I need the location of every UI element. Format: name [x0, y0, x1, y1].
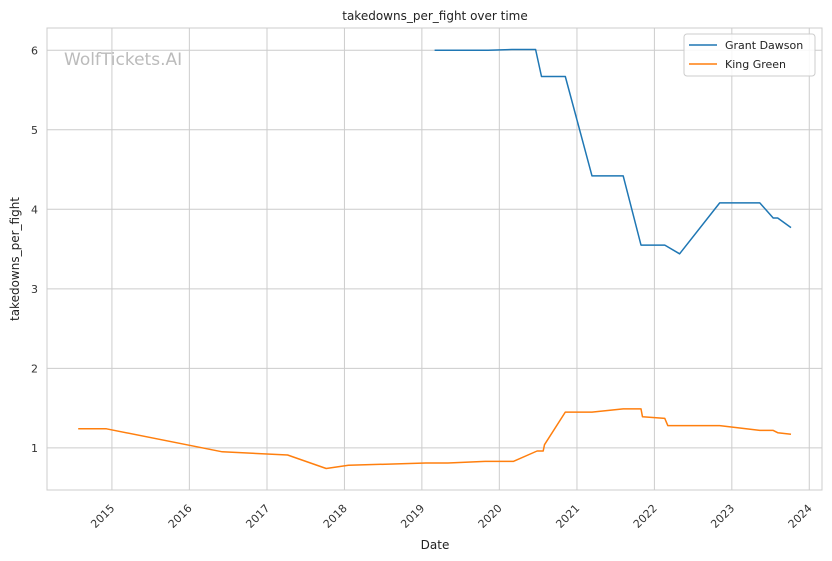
y-tick-label-6: 6: [31, 44, 38, 57]
series-layer: [77, 48, 792, 470]
data-point-grant-dawson: [790, 227, 792, 229]
plot-area: [47, 28, 822, 490]
data-point-king-green: [447, 462, 449, 464]
y-tick-label-4: 4: [31, 203, 38, 216]
y-tick-label-2: 2: [31, 362, 38, 375]
data-point-king-green: [106, 428, 108, 430]
data-point-grant-dawson: [759, 202, 761, 204]
data-point-king-green: [772, 430, 774, 432]
data-point-grant-dawson: [719, 202, 721, 204]
data-point-king-green: [221, 451, 223, 453]
data-point-grant-dawson: [640, 244, 642, 246]
data-point-grant-dawson: [487, 50, 489, 52]
data-point-king-green: [348, 465, 350, 467]
x-axis-ticks: 2015 2016 2017 2018 2019 2020 2021 2022 2023 2024: [88, 502, 814, 531]
data-point-king-green: [591, 411, 593, 413]
data-point-king-green: [790, 434, 792, 436]
series-line-king-green: [78, 408, 792, 470]
data-point-king-green: [77, 428, 79, 430]
data-point-grant-dawson: [772, 217, 774, 219]
data-point-king-green: [622, 408, 624, 410]
data-point-grant-dawson: [565, 76, 567, 78]
data-point-king-green: [719, 425, 721, 427]
data-point-king-green: [777, 432, 779, 434]
data-point-king-green: [759, 430, 761, 432]
y-tick-label-1: 1: [31, 442, 38, 455]
data-point-king-green: [667, 425, 669, 427]
data-point-king-green: [640, 408, 642, 410]
data-point-grant-dawson: [664, 244, 666, 246]
y-tick-label-5: 5: [31, 124, 38, 137]
y-axis-ticks: 1 2 3 4 5 6: [31, 44, 38, 455]
data-point-king-green: [513, 461, 515, 463]
data-point-grant-dawson: [622, 175, 624, 177]
data-point-king-green: [544, 444, 546, 446]
data-point-king-green: [484, 461, 486, 463]
grid: [47, 28, 822, 490]
legend-label-king-green: King Green: [725, 58, 786, 71]
data-point-grant-dawson: [535, 49, 537, 51]
x-axis-title: Date: [421, 538, 450, 552]
legend-label-grant-dawson: Grant Dawson: [725, 39, 803, 52]
chart-title: takedowns_per_fight over time: [342, 9, 528, 23]
data-point-king-green: [325, 468, 327, 470]
data-point-king-green: [542, 450, 544, 452]
data-point-grant-dawson: [541, 76, 543, 78]
data-point-grant-dawson: [434, 50, 436, 52]
data-point-king-green: [565, 411, 567, 413]
data-point-king-green: [642, 416, 644, 418]
data-point-king-green: [536, 450, 538, 452]
data-point-grant-dawson: [511, 49, 513, 51]
y-tick-label-3: 3: [31, 283, 38, 296]
y-axis-title: takedowns_per_fight: [8, 197, 22, 321]
watermark: WolfTickets.AI: [64, 50, 182, 70]
data-point-grant-dawson: [591, 175, 593, 177]
legend: Grant Dawson King Green: [683, 33, 816, 77]
data-point-king-green: [664, 418, 666, 420]
data-point-king-green: [287, 454, 289, 456]
plot-frame: [46, 27, 823, 491]
data-point-grant-dawson: [777, 217, 779, 219]
data-point-grant-dawson: [679, 253, 681, 255]
data-point-king-green: [425, 462, 427, 464]
series-line-grant-dawson: [434, 48, 792, 255]
